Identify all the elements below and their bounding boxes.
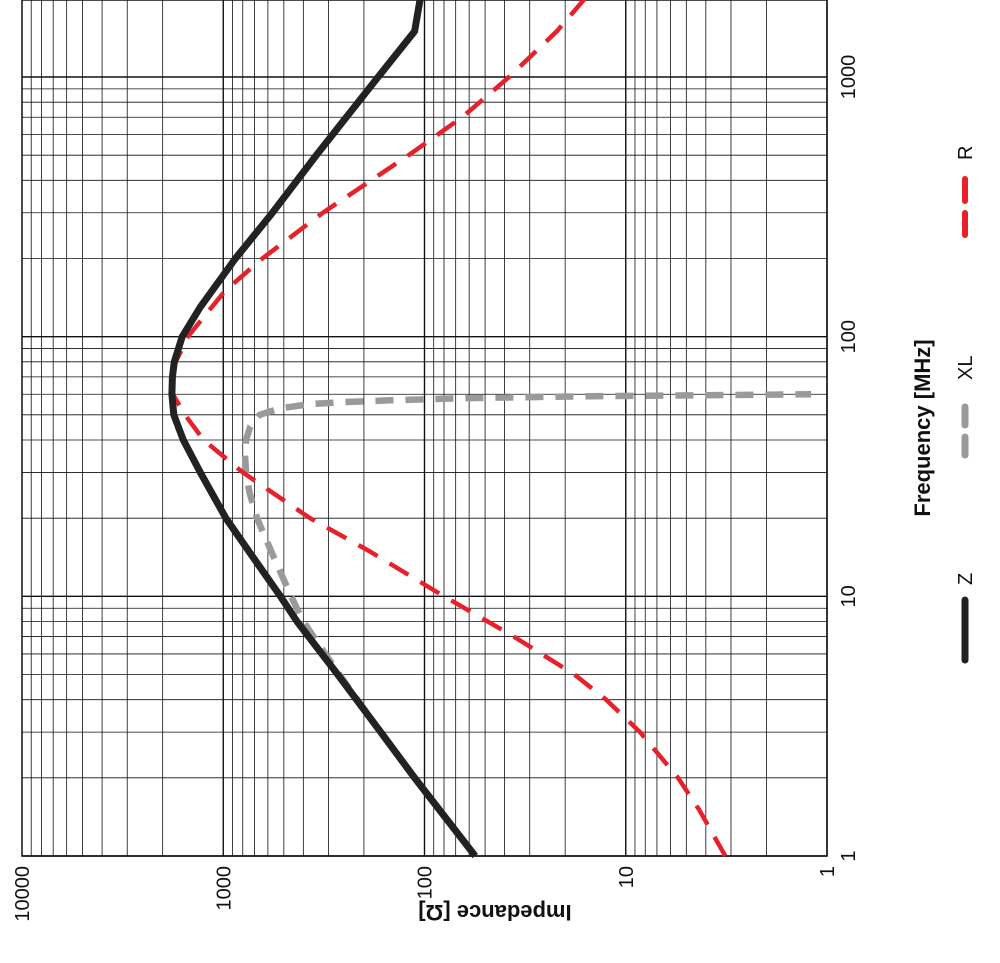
impedance-tick-label: 10000	[12, 866, 34, 922]
plot-frame	[21, 0, 828, 857]
series-line-xl	[241, 391, 812, 858]
tick-labels: 1 10 100 1000 1 10 100 1000 10000	[12, 55, 860, 922]
legend: Z XL R	[955, 146, 977, 664]
frequency-tick-label: 1	[838, 850, 860, 861]
frequency-tick-label: 10	[838, 585, 860, 607]
frequency-tick-label: 1000	[838, 55, 860, 100]
impedance-tick-label: 100	[415, 866, 437, 899]
impedance-tick-label: 1	[817, 866, 839, 877]
legend-label-z: Z	[955, 573, 977, 585]
series-layer	[168, 0, 812, 859]
legend-label-r: R	[955, 146, 977, 160]
series-line-r	[169, 0, 728, 858]
impedance-tick-label: 10	[616, 866, 638, 888]
y-axis-title: Impedance [Ω]	[418, 900, 571, 925]
grid-lines	[22, 0, 828, 857]
series-line-z	[168, 0, 478, 859]
x-axis-title: Frequency [MHz]	[910, 339, 935, 516]
impedance-tick-label: 1000	[213, 866, 235, 911]
legend-label-xl: XL	[955, 356, 977, 380]
frequency-tick-label: 100	[838, 320, 860, 353]
